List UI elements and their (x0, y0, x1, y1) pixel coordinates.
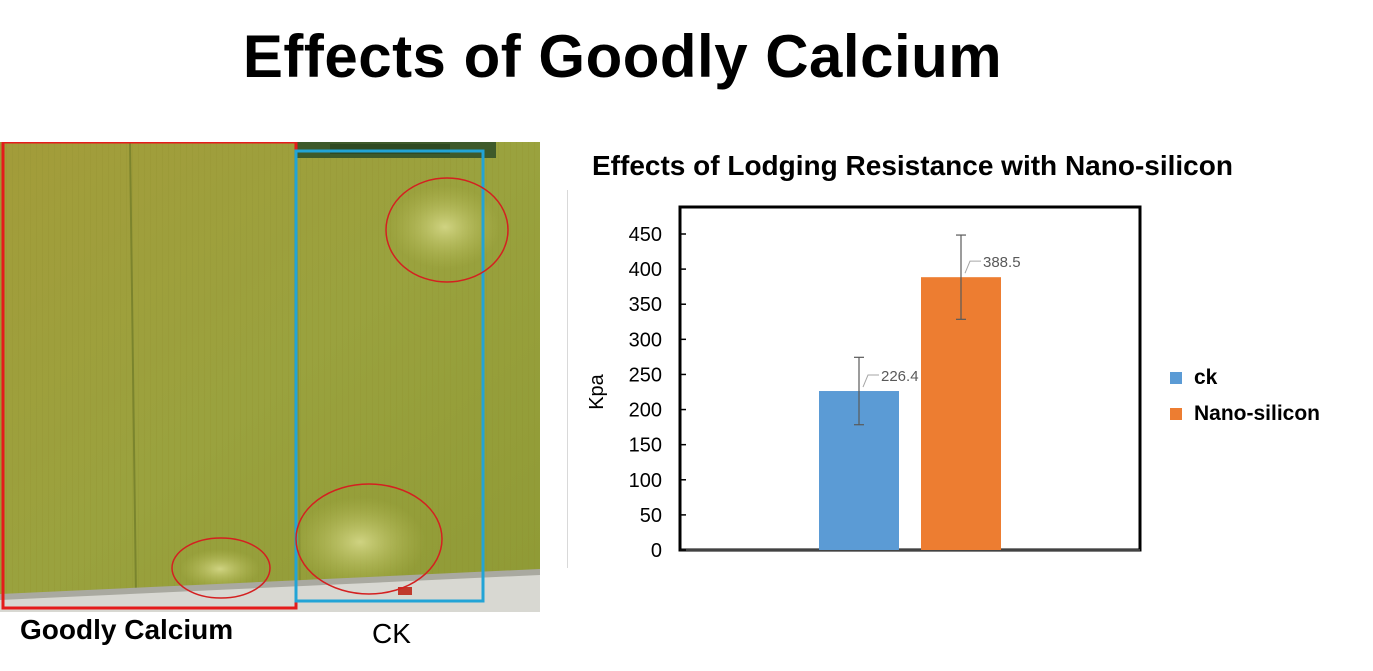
y-tick-label: 100 (629, 470, 662, 492)
legend-label-ck: ck (1194, 366, 1218, 389)
legend-item-ck: ck (1170, 360, 1320, 396)
data-label-ck: 226.4 (881, 368, 919, 385)
goodly-calcium-caption: Goodly Calcium (20, 614, 234, 645)
y-tick-label: 450 (629, 224, 662, 246)
y-tick-label: 150 (629, 435, 662, 457)
lodging-circle (295, 483, 443, 595)
control-box (294, 149, 485, 603)
data-label-nano-silicon: 388.5 (983, 254, 1021, 271)
chart-title: Effects of Lodging Resistance with Nano-… (592, 150, 1233, 181)
ck-caption: CK (372, 618, 411, 649)
y-tick-label: 250 (629, 364, 662, 386)
page-title: Effects of Goodly Calcium (242, 23, 1003, 90)
data-label-leader (964, 260, 981, 274)
lodging-circle (385, 177, 509, 283)
legend-swatch-nano-silicon (1170, 408, 1182, 420)
legend-label-nano-silicon: Nano-silicon (1194, 402, 1321, 425)
y-axis-title: Kpa (586, 373, 608, 409)
bar-nano-silicon (921, 277, 1001, 550)
legend-item-nano-silicon: Nano-silicon (1170, 396, 1320, 432)
y-tick-label: 300 (629, 329, 662, 351)
bar-chart: 0 50 100 150 200 250 300 350 400 450 Kpa 226.4 388.5 (586, 205, 1142, 562)
y-tick-label: 400 (629, 259, 662, 281)
y-tick-label: 200 (629, 400, 662, 422)
y-tick-label: 0 (651, 540, 662, 562)
plot-frame (678, 205, 1142, 552)
chart-legend: ck Nano-silicon (1170, 360, 1320, 432)
y-tick-label: 50 (640, 505, 662, 527)
legend-swatch-ck (1170, 372, 1182, 384)
divider (567, 190, 568, 568)
y-tick-label: 350 (629, 294, 662, 316)
data-label-leader (862, 374, 879, 388)
aerial-field-photo (0, 142, 540, 612)
lodging-circle (171, 537, 271, 599)
